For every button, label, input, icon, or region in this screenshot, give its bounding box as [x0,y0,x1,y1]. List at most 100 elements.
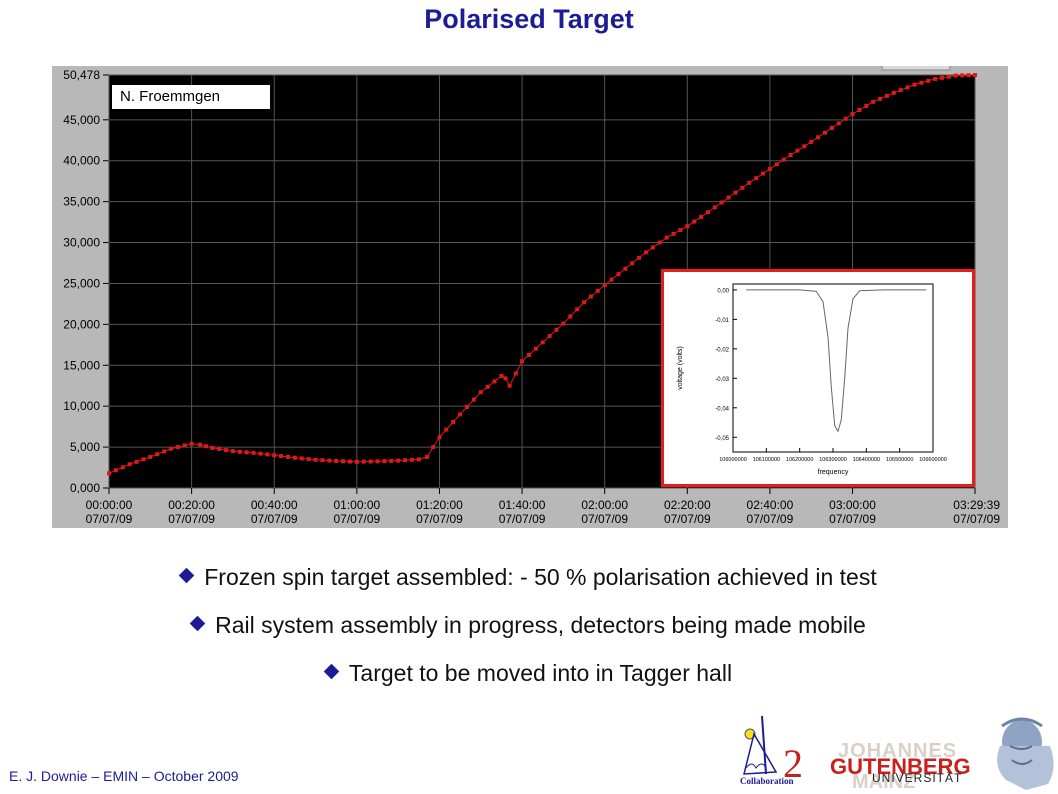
data-point [933,76,938,81]
y-tick-label: 15,000 [63,358,100,372]
data-point [458,412,463,417]
data-point [120,465,125,470]
data-point [141,457,146,462]
x-tick-date-label: 07/07/09 [499,512,546,526]
data-point [926,78,931,83]
data-point [251,450,256,455]
inset-y-tick-label: -0,02 [715,347,729,353]
inset-y-tick-label: -0,03 [715,377,729,383]
data-point [168,446,173,451]
data-point [409,457,414,462]
data-point [382,459,387,464]
data-point [960,73,965,78]
x-tick-date-label: 07/07/09 [829,512,876,526]
data-point [575,307,580,312]
data-point [368,459,373,464]
data-point [588,294,593,299]
bullet-item: Frozen spin target assembled: - 50 % pol… [0,560,1058,608]
university-name-line4: MAINZ [852,771,916,793]
data-point [341,459,346,464]
data-point [127,462,132,467]
y-tick-label: 35,000 [63,195,100,209]
x-tick-label: 00:00:00 [86,498,133,512]
x-tick-label: 01:00:00 [333,498,380,512]
y-tick-label: 30,000 [63,236,100,250]
data-point [733,190,738,195]
x-tick-label: 02:00:00 [581,498,628,512]
y-tick-label: 5,000 [70,440,100,454]
data-point [802,144,807,149]
data-point [217,447,222,452]
slide-title: Polarised Target [424,4,634,34]
data-point [940,75,945,80]
data-point [747,180,752,185]
data-point [809,139,814,144]
data-point [492,379,497,384]
inset-x-tick-label: 106600000 [919,457,947,463]
data-point [148,454,153,459]
y-tick-label: 20,000 [63,317,100,331]
university-name-line3: UNIVERSITÄT [872,771,963,785]
data-point [643,250,648,255]
data-point [113,468,118,473]
data-point [354,459,359,464]
data-point [664,235,669,240]
data-point [781,157,786,162]
data-point [561,321,566,326]
x-tick-label: 01:40:00 [499,498,546,512]
data-point [699,214,704,219]
bullet-item: Target to be moved into in Tagger hall [0,656,1058,704]
inset-x-tick-label: 106300000 [819,457,847,463]
data-point [451,420,456,425]
inset-x-tick-label: 106100000 [753,457,781,463]
x-tick-label: 02:20:00 [664,498,711,512]
data-point [843,116,848,121]
data-point [526,352,531,357]
diamond-bullet-icon [178,568,195,584]
inset-x-axis-label: frequency [818,469,849,476]
x-tick-date-label: 07/07/09 [333,512,380,526]
bullet-text: Target to be moved into in Tagger hall [348,660,733,686]
data-point [513,371,518,376]
data-point [499,373,504,378]
data-point [966,73,971,78]
data-point [582,300,587,305]
data-point [767,166,772,171]
data-point [279,454,284,459]
data-point [630,261,635,266]
data-point [244,450,249,455]
inset-chart-frame: 0,00 -0,01 -0,02 -0,03 -0,04 -0,05 106000000 10… [661,269,975,487]
data-point [313,457,318,462]
data-point [568,314,573,319]
y-tick-label: 10,000 [63,399,100,413]
data-point [237,449,242,454]
data-point [403,458,408,463]
data-point [375,459,380,464]
data-point [912,82,917,87]
data-point [533,346,538,351]
a2-collaboration-logo [743,715,778,775]
data-point [554,327,559,332]
inset-chart: 0,00 -0,01 -0,02 -0,03 -0,04 -0,05 106000000 10… [677,283,947,476]
data-point [503,376,508,381]
data-point [396,458,401,463]
inset-y-axis-label: voltage (volts) [677,346,684,390]
data-point [299,456,304,461]
data-point [650,245,655,250]
data-point [197,442,202,447]
data-point [898,88,903,93]
collab-number: 2 [783,741,803,786]
data-point [671,231,676,236]
data-point [774,162,779,167]
data-point [795,148,800,153]
data-point [347,459,352,464]
y-tick-label: 50,478 [63,68,100,82]
inset-y-tick-label: -0,01 [715,318,729,324]
data-point [444,427,449,432]
data-point [258,451,263,456]
y-tick-label: 45,000 [63,113,100,127]
data-point [162,449,167,454]
bullet-text: Rail system assembly in progress, detect… [215,612,866,638]
data-point [836,121,841,126]
inset-y-tick-label: 0,00 [717,288,729,294]
